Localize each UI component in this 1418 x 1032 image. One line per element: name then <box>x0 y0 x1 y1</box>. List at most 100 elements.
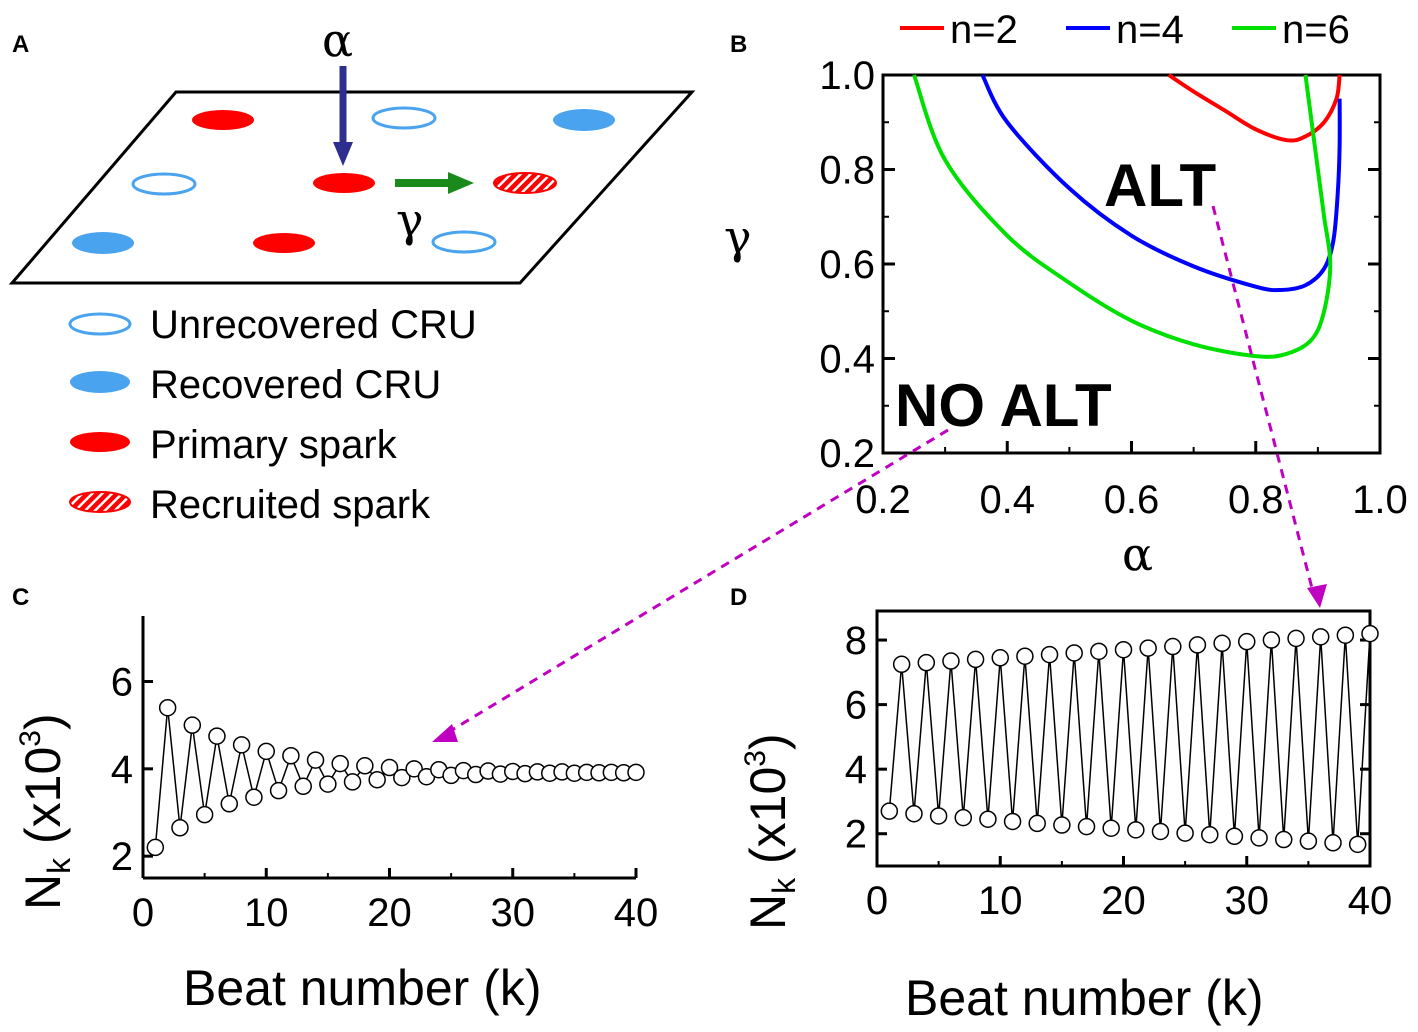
data-point <box>1065 644 1083 662</box>
data-point <box>269 781 288 800</box>
data-point <box>966 650 985 669</box>
data-point <box>380 758 399 777</box>
data-point <box>917 653 936 672</box>
data-point <box>627 763 645 782</box>
data-point <box>1225 827 1244 846</box>
x-tick-label: 0 <box>866 879 888 923</box>
data-point <box>294 777 312 796</box>
data-point <box>1238 632 1256 651</box>
noalt-to-c-connector <box>441 428 949 738</box>
data-point <box>232 736 251 754</box>
data-point <box>368 771 386 789</box>
x-tick-label: 20 <box>1101 879 1146 923</box>
data-point <box>880 802 899 820</box>
legend-primary-label: Primary spark <box>150 423 398 467</box>
legend-recruited-label: Recruited spark <box>150 483 431 527</box>
data-point <box>1311 628 1330 646</box>
x-tick-label: 40 <box>1348 879 1393 923</box>
data-point <box>1176 824 1194 842</box>
unrecovered-cru-marker <box>131 172 197 196</box>
series-n2-line <box>1167 73 1342 143</box>
series-line <box>888 633 1371 845</box>
data-point <box>1213 634 1231 653</box>
data-point <box>1090 642 1108 661</box>
panel-a-label: A <box>12 31 29 58</box>
data-point <box>1016 647 1034 665</box>
series-n6-line <box>912 74 1333 359</box>
data-point <box>1336 626 1355 644</box>
plot-b-curves <box>912 73 1342 359</box>
y-tick-label: 4 <box>111 748 133 792</box>
data-point <box>1262 631 1281 649</box>
data-point <box>942 652 960 670</box>
y-tick-label: 0.2 <box>819 432 875 476</box>
data-point <box>1324 834 1342 852</box>
data-point <box>929 807 948 825</box>
data-point <box>208 727 226 745</box>
data-point <box>356 757 374 775</box>
y-tick-label: 0.4 <box>819 338 875 382</box>
x-tick-label: 0 <box>132 891 154 935</box>
primary-spark-marker <box>192 110 254 130</box>
alt-to-d-connector <box>1211 205 1315 593</box>
data-point <box>1127 821 1145 839</box>
primary-spark-marker <box>313 173 375 193</box>
panel-d: D 0 10 20 30 40 2 4 6 8 Beat number (k) Nk (x103… <box>730 584 1392 1026</box>
plot-b-ticks: 0.2 0.4 0.6 0.8 1.0 0.2 0.4 0.6 0.8 1.0 <box>819 54 1407 522</box>
data-point <box>257 742 275 761</box>
y-tick-label: 2 <box>845 813 867 857</box>
legend-recovered-label: Recovered CRU <box>150 363 441 407</box>
data-point <box>331 754 349 773</box>
x-tick-label: 0.2 <box>855 478 911 522</box>
data-point <box>1077 817 1096 836</box>
y-tick-label: 4 <box>845 748 867 792</box>
x-tick-label: 1.0 <box>1352 478 1408 522</box>
panel-b: B n=2 n=4 n=6 0.2 0.4 0.6 0.8 1.00.20.40.60.… <box>724 8 1408 581</box>
data-point <box>171 819 189 837</box>
data-point <box>1287 629 1305 648</box>
plot-d-ylabel: Nk (x103) <box>739 733 802 930</box>
data-point <box>158 698 177 717</box>
data-point <box>393 768 411 787</box>
recovered-cru-marker <box>72 232 134 254</box>
gamma-symbol: γ <box>396 193 424 247</box>
data-point <box>146 838 165 857</box>
data-point <box>1003 812 1022 831</box>
plot-d-ticks: 0 10 20 30 40 2 4 6 8 <box>845 619 1393 923</box>
panel-b-label: B <box>730 31 747 58</box>
plot-d-xlabel: Beat number (k) <box>905 970 1263 1026</box>
data-point <box>245 788 263 806</box>
x-tick-label: 0.6 <box>1104 478 1160 522</box>
panel-c-label: C <box>12 584 29 611</box>
plot-d-series <box>880 624 1379 854</box>
plot-c-ylabel: Nk (x103) <box>14 713 77 910</box>
data-point <box>220 795 239 813</box>
legend-recovered-icon <box>70 371 130 393</box>
data-point <box>1053 816 1071 834</box>
noalt-arrowhead-icon <box>432 724 458 742</box>
data-point <box>1040 645 1059 664</box>
y-tick-label: 6 <box>845 684 867 728</box>
legend-n2-label: n=2 <box>950 8 1018 52</box>
plot-b-ylabel: γ <box>724 210 752 264</box>
data-point <box>343 773 362 791</box>
y-tick-label: 2 <box>111 835 133 879</box>
series-n4-line <box>980 74 1342 293</box>
panel-a-legend: Unrecovered CRU Recovered CRU Primary sp… <box>68 303 477 527</box>
recruited-spark-marker <box>493 172 557 194</box>
legend-primary-icon <box>70 432 130 452</box>
data-point <box>1028 814 1046 833</box>
y-tick-label: 0.8 <box>819 149 875 193</box>
alpha-symbol: α <box>322 13 353 67</box>
membrane-plane <box>8 90 696 285</box>
alt-arrowhead-icon <box>1307 584 1327 608</box>
panel-a: A α γ Unrecovered CRU Recovered CRU Prim… <box>8 13 696 527</box>
data-point <box>1201 825 1219 844</box>
plot-b-xlabel: α <box>1122 527 1153 581</box>
data-point <box>1114 640 1133 659</box>
data-point <box>979 810 997 828</box>
data-point <box>892 655 911 674</box>
y-tick-label: 6 <box>111 661 133 705</box>
data-point <box>306 751 325 769</box>
y-tick-label: 8 <box>845 619 867 663</box>
